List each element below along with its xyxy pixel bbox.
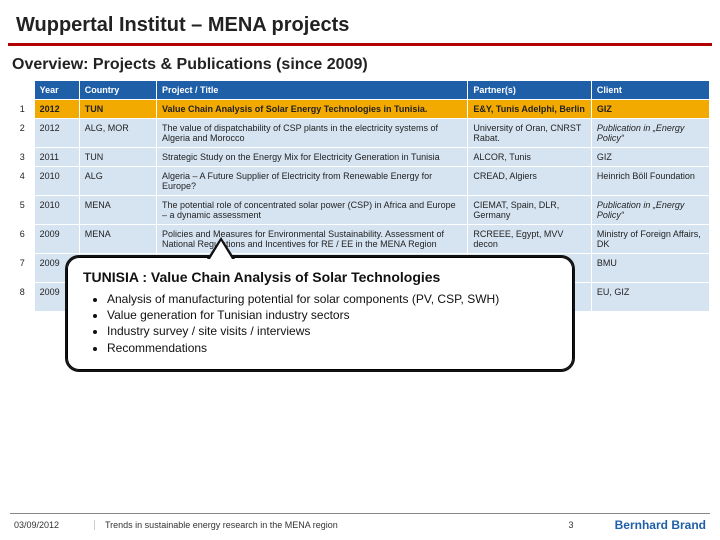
cell: Algeria – A Future Supplier of Electrici… — [157, 167, 468, 196]
cell: The value of dispatchability of CSP plan… — [157, 119, 468, 148]
cell: EU, GIZ — [591, 283, 709, 312]
callout-item: Value generation for Tunisian industry s… — [107, 307, 557, 323]
cell: Ministry of Foreign Affairs, DK — [591, 225, 709, 254]
cell: TUN — [79, 100, 156, 119]
cell: 2011 — [34, 148, 79, 167]
table-row: 22012ALG, MORThe value of dispatchabilit… — [11, 119, 710, 148]
cell: TUN — [79, 148, 156, 167]
cell: The potential role of concentrated solar… — [157, 196, 468, 225]
cell: 2009 — [34, 225, 79, 254]
callout-item: Analysis of manufacturing potential for … — [107, 291, 557, 307]
cell: 2012 — [34, 119, 79, 148]
table-row: 42010ALGAlgeria – A Future Supplier of E… — [11, 167, 710, 196]
cell: 2012 — [34, 100, 79, 119]
callout-title: TUNISIA : Value Chain Analysis of Solar … — [83, 269, 557, 285]
cell: ALG, MOR — [79, 119, 156, 148]
cell-idx: 6 — [11, 225, 35, 254]
table-row: 62009MENAPolicies and Measures for Envir… — [11, 225, 710, 254]
cell: University of Oran, CNRST Rabat. — [468, 119, 591, 148]
col-country: Country — [79, 81, 156, 100]
footer-date: 03/09/2012 — [14, 520, 94, 530]
cell: RCREEE, Egypt, MVV decon — [468, 225, 591, 254]
cell-idx: 2 — [11, 119, 35, 148]
footer-page: 3 — [556, 520, 586, 530]
cell-idx: 1 — [11, 100, 35, 119]
cell: BMU — [591, 254, 709, 283]
cell-idx: 3 — [11, 148, 35, 167]
footer-rule — [10, 513, 710, 514]
callout-list: Analysis of manufacturing potential for … — [83, 291, 557, 356]
cell: Policies and Measures for Environmental … — [157, 225, 468, 254]
cell: Value Chain Analysis of Solar Energy Tec… — [157, 100, 468, 119]
cell-idx: 8 — [11, 283, 35, 312]
cell: Heinrich Böll Foundation — [591, 167, 709, 196]
footer-trends: Trends in sustainable energy research in… — [94, 520, 556, 530]
cell-idx: 4 — [11, 167, 35, 196]
footer-author: Bernhard Brand — [586, 518, 706, 532]
cell: 2010 — [34, 167, 79, 196]
callout-item: Recommendations — [107, 340, 557, 356]
table-header: Year Country Project / Title Partner(s) … — [11, 81, 710, 100]
cell: 2010 — [34, 196, 79, 225]
cell: CREAD, Algiers — [468, 167, 591, 196]
cell: Strategic Study on the Energy Mix for El… — [157, 148, 468, 167]
cell-idx: 7 — [11, 254, 35, 283]
table-row: 52010MENAThe potential role of concentra… — [11, 196, 710, 225]
col-client: Client — [591, 81, 709, 100]
subtitle: Overview: Projects & Publications (since… — [0, 46, 720, 80]
col-partner: Partner(s) — [468, 81, 591, 100]
slide: Wuppertal Institut – MENA projects Overv… — [0, 0, 720, 540]
cell: Publication in „Energy Policy“ — [591, 196, 709, 225]
cell: E&Y, Tunis Adelphi, Berlin — [468, 100, 591, 119]
callout-item: Industry survey / site visits / intervie… — [107, 323, 557, 339]
cell: CIEMAT, Spain, DLR, Germany — [468, 196, 591, 225]
cell: GIZ — [591, 148, 709, 167]
table-row: 32011TUNStrategic Study on the Energy Mi… — [11, 148, 710, 167]
page-title: Wuppertal Institut – MENA projects — [0, 0, 720, 41]
cell-idx: 5 — [11, 196, 35, 225]
cell: ALG — [79, 167, 156, 196]
cell: MENA — [79, 196, 156, 225]
cell: Publication in „Energy Policy“ — [591, 119, 709, 148]
cell: GIZ — [591, 100, 709, 119]
callout-box: TUNISIA : Value Chain Analysis of Solar … — [65, 255, 575, 372]
col-blank — [11, 81, 35, 100]
col-title: Project / Title — [157, 81, 468, 100]
col-year: Year — [34, 81, 79, 100]
table-row: 12012TUNValue Chain Analysis of Solar En… — [11, 100, 710, 119]
cell: MENA — [79, 225, 156, 254]
cell: ALCOR, Tunis — [468, 148, 591, 167]
footer: 03/09/2012 Trends in sustainable energy … — [0, 513, 720, 532]
